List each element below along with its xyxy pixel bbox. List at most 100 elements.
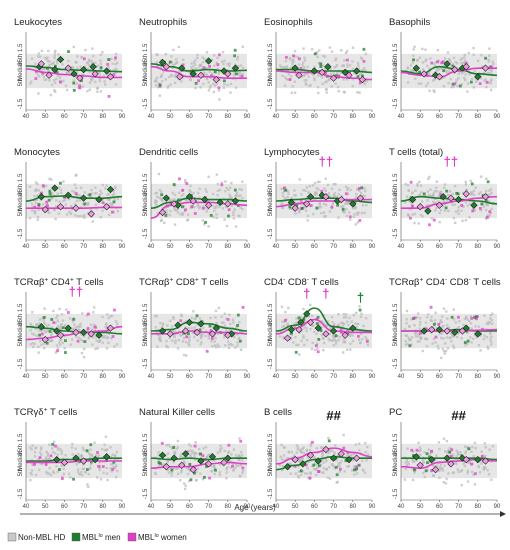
x-tick-label: 50 [417,504,424,510]
men-point [83,202,87,206]
hd-point [156,333,160,336]
hd-point [196,203,200,206]
hd-point [55,77,58,81]
hd-point [168,199,172,202]
women-point [298,57,301,61]
hd-point [337,461,341,465]
men-point [227,214,230,218]
hd-point [216,56,219,60]
men-point [112,200,116,204]
men-point [194,81,198,85]
women-diamond [322,193,330,201]
hd-point [90,188,93,192]
hd-point [86,203,90,207]
hd-point [363,69,366,72]
hd-point [207,334,211,338]
hd-point [311,324,314,328]
women-point [208,476,211,480]
hd-point [209,453,212,456]
hd-point [292,58,295,61]
men-point [297,316,301,320]
men-point [336,203,340,207]
hd-point [213,206,216,209]
hd-point [231,343,234,347]
hd-point [360,56,363,60]
hd-point [238,71,242,75]
women-point [66,311,70,314]
hd-point [346,348,349,351]
hd-point [328,210,332,213]
hd-point [305,329,308,333]
hd-point [35,334,38,337]
x-tick-label: 80 [474,374,481,380]
hd-point [333,338,336,342]
hd-point [217,306,221,310]
hd-point [286,190,290,193]
hd-point [466,480,470,483]
men-diamond [318,191,326,199]
men-diamond [162,194,170,202]
hd-point [469,192,473,195]
hd-point [64,203,67,206]
hd-point [431,342,434,345]
hd-point [109,455,113,459]
hd-point [286,327,289,330]
women-point [97,464,100,468]
y-tick-label: Median [18,321,24,341]
hd-point [411,69,415,72]
men-diamond [170,454,178,462]
hd-point [338,470,342,473]
women-point [241,305,245,309]
women-point [101,465,105,469]
women-point [193,212,197,215]
hd-point [346,63,349,66]
hd-point [361,68,364,72]
women-diamond [204,460,213,468]
women-point [185,182,189,186]
hd-point [313,467,316,471]
hd-point [212,54,216,57]
hd-point [170,474,173,477]
women-diamond [178,461,186,469]
hd-point [489,332,492,336]
hd-point [156,212,160,215]
hd-point [464,180,467,184]
hd-point [55,316,58,320]
hd-point [204,334,207,338]
hd-point [204,188,207,191]
hd-point [449,77,453,81]
hd-point [225,476,228,480]
hd-point [236,55,240,59]
x-tick-label: 70 [205,244,212,250]
hd-point [35,198,39,201]
hd-point [196,56,199,60]
hd-point [222,62,225,66]
hd-point [320,333,323,337]
men-point [236,324,240,327]
hd-point [87,60,91,63]
hd-point [220,181,224,184]
hd-point [36,73,39,76]
hd-point [485,208,488,212]
hd-point [93,192,96,195]
hd-point [439,336,443,340]
men-point [451,64,455,68]
women-point [474,317,478,321]
hd-point [281,191,285,195]
hd-point [43,307,46,310]
hd-point [358,91,361,94]
hd-point [65,88,69,92]
hd-point [356,188,359,191]
hd-point [482,468,485,471]
men-diamond [79,194,88,202]
hd-point [241,459,244,462]
hd-point [352,458,355,462]
hd-point [112,465,115,469]
hd-point [155,203,158,207]
hd-point [412,54,415,57]
hd-point [364,52,368,56]
hd-point [60,328,63,332]
hd-point [407,324,411,328]
hd-point [360,338,364,341]
hd-point [234,77,237,81]
